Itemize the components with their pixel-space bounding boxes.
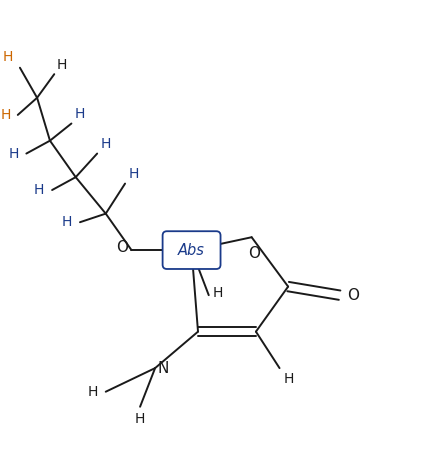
Text: O: O [248, 246, 260, 261]
Text: H: H [3, 50, 13, 64]
Text: N: N [157, 361, 169, 376]
FancyBboxPatch shape [163, 231, 221, 269]
Text: O: O [116, 241, 128, 255]
Text: H: H [75, 107, 85, 121]
Text: H: H [284, 372, 294, 386]
Text: H: H [135, 412, 145, 426]
Text: Abs: Abs [178, 243, 205, 258]
Text: H: H [62, 215, 72, 229]
Text: H: H [56, 58, 67, 72]
Text: H: H [34, 183, 44, 197]
Text: H: H [213, 286, 223, 300]
Text: H: H [128, 168, 139, 182]
Text: H: H [8, 147, 19, 160]
Text: H: H [101, 137, 111, 151]
Text: H: H [87, 385, 98, 399]
Text: H: H [1, 108, 12, 122]
Text: O: O [347, 288, 359, 303]
